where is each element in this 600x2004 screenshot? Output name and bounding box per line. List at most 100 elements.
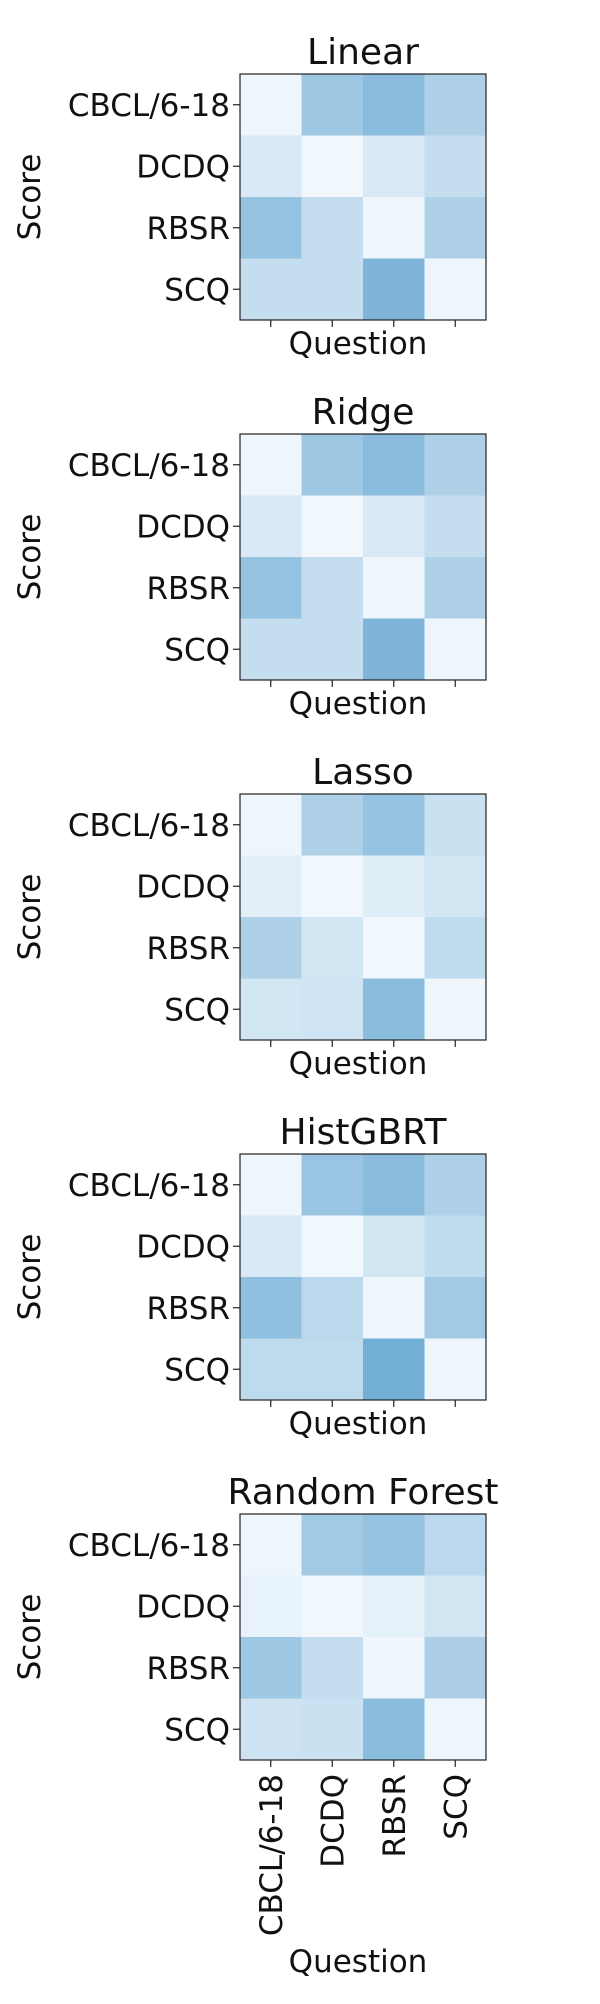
heatmap-cell — [301, 618, 364, 681]
heatmap-cell — [301, 1698, 364, 1761]
x-tick-label: DCDQ — [315, 1774, 351, 1868]
heatmap-cell — [240, 1277, 302, 1339]
heatmap-cell — [363, 197, 425, 259]
panel-title: Ridge — [312, 392, 415, 433]
y-tick-label: RBSR — [147, 1291, 230, 1327]
heatmap-cell — [363, 855, 425, 918]
heatmap-cell — [363, 258, 425, 321]
y-tick-label: RBSR — [147, 931, 230, 967]
heatmap-cell — [424, 74, 487, 136]
heatmap-cell — [240, 1637, 302, 1699]
heatmap-cell — [363, 1637, 425, 1699]
heatmap-cell — [363, 1514, 425, 1576]
heatmap-cell — [424, 557, 487, 619]
heatmap-cell — [301, 74, 364, 136]
panel-title: Lasso — [312, 752, 414, 793]
heatmap-cell — [240, 197, 302, 259]
heatmap-cell — [240, 1514, 302, 1576]
y-tick-label: SCQ — [164, 1352, 230, 1388]
heatmap-cell — [240, 1575, 302, 1638]
y-tick-label: DCDQ — [136, 509, 230, 545]
heatmap-panel: Linear CBCL/6-18 DCDQ RBSR SCQ Score Question — [12, 32, 487, 362]
x-tick-label: SCQ — [438, 1774, 474, 1840]
y-tick-label: DCDQ — [136, 149, 230, 185]
heatmap-cell — [363, 557, 425, 619]
heatmap-cell — [424, 855, 487, 918]
plot-frame — [239, 433, 487, 681]
y-tick-label: CBCL/6-18 — [68, 88, 230, 124]
heatmap-cell — [424, 917, 487, 979]
heatmap-cell — [363, 1277, 425, 1339]
heatmap-cell — [240, 557, 302, 619]
y-tick-label: CBCL/6-18 — [68, 808, 230, 844]
panel-title: Random Forest — [228, 1472, 499, 1513]
y-tick-label: SCQ — [164, 632, 230, 668]
heatmap-cell — [301, 1514, 364, 1576]
y-axis-label: Score — [12, 514, 48, 601]
y-tick-label: DCDQ — [136, 1589, 230, 1625]
x-axis-label: Question — [289, 1046, 428, 1082]
heatmap-panel: Ridge CBCL/6-18 DCDQ RBSR SCQ Score Question — [12, 392, 487, 722]
heatmap-cell — [363, 917, 425, 979]
y-tick-label: RBSR — [147, 211, 230, 247]
y-tick-label: CBCL/6-18 — [68, 1168, 230, 1204]
x-axis-label: Question — [289, 686, 428, 722]
heatmap-cell — [301, 855, 364, 918]
heatmap-cell — [363, 1338, 425, 1401]
y-axis-label: Score — [12, 1594, 48, 1681]
heatmap-cell — [363, 1575, 425, 1638]
heatmap-cell — [301, 258, 364, 321]
heatmap-cell — [240, 1154, 302, 1216]
x-axis-label: Question — [289, 1944, 428, 1980]
heatmap-cell — [363, 74, 425, 136]
y-tick-label: SCQ — [164, 992, 230, 1028]
y-tick-label: SCQ — [164, 1712, 230, 1748]
y-tick-label: SCQ — [164, 272, 230, 308]
heatmap-cell — [240, 135, 302, 198]
y-tick-label: DCDQ — [136, 869, 230, 905]
panel-title: Linear — [307, 32, 419, 73]
heatmap-cell — [301, 1637, 364, 1699]
y-tick-label: DCDQ — [136, 1229, 230, 1265]
x-tick-label: CBCL/6-18 — [254, 1774, 290, 1936]
plot-frame — [239, 793, 487, 1041]
x-axis-label: Question — [289, 326, 428, 362]
heatmap-cell — [240, 1338, 302, 1401]
heatmap-cell — [301, 197, 364, 259]
plot-frame — [239, 73, 487, 321]
heatmap-cell — [363, 1154, 425, 1216]
heatmap-cell — [301, 434, 364, 496]
heatmap-cell — [424, 197, 487, 259]
heatmap-cell — [301, 1215, 364, 1278]
plot-frame — [239, 1153, 487, 1401]
x-axis-label: Question — [289, 1406, 428, 1442]
heatmap-cell — [240, 434, 302, 496]
heatmap-cell — [424, 1637, 487, 1699]
heatmap-cell — [301, 978, 364, 1041]
y-tick-label: RBSR — [147, 1651, 230, 1687]
heatmap-cell — [363, 434, 425, 496]
heatmap-cell — [363, 1215, 425, 1278]
heatmap-cell — [301, 1277, 364, 1339]
heatmap-cell — [301, 917, 364, 979]
heatmap-cell — [240, 258, 302, 321]
y-tick-label: CBCL/6-18 — [68, 1528, 230, 1564]
heatmap-cell — [424, 1575, 487, 1638]
heatmap-cell — [240, 855, 302, 918]
heatmap-cell — [424, 495, 487, 558]
heatmap-cell — [301, 557, 364, 619]
heatmap-cell — [301, 495, 364, 558]
heatmap-cell — [424, 258, 487, 321]
heatmap-panel: HistGBRT CBCL/6-18 DCDQ RBSR SCQ Score Questio… — [12, 1112, 487, 1442]
heatmap-cell — [424, 618, 487, 681]
heatmap-cell — [424, 1338, 487, 1401]
heatmap-cell — [240, 618, 302, 681]
heatmap-cell — [424, 1215, 487, 1278]
heatmap-cell — [363, 618, 425, 681]
heatmap-cell — [363, 1698, 425, 1761]
heatmap-cell — [363, 135, 425, 198]
heatmap-cell — [424, 1154, 487, 1216]
heatmap-cell — [301, 135, 364, 198]
